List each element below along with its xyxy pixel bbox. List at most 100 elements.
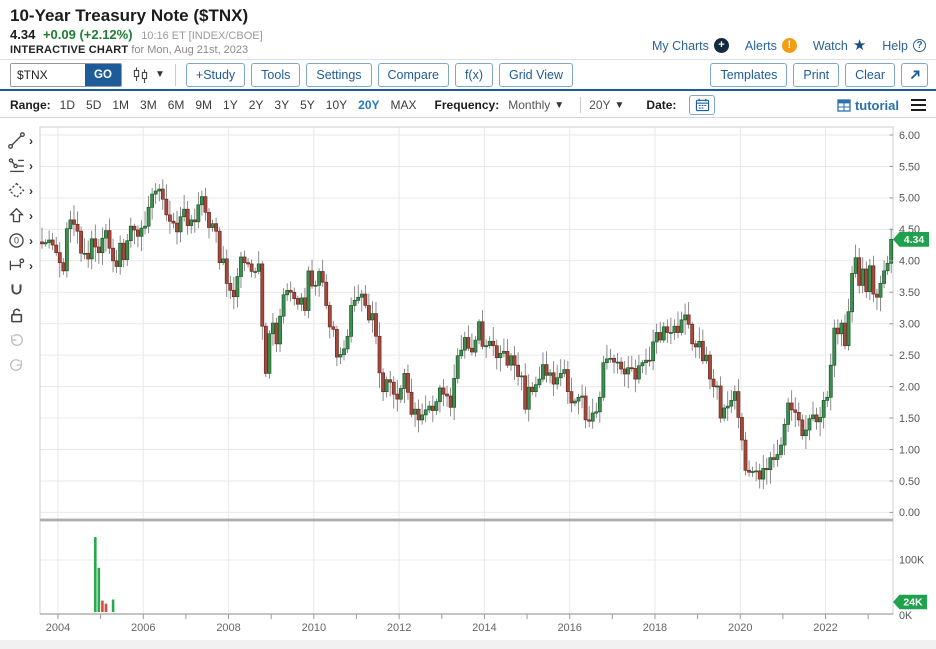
header-links: My Charts + Alerts! Watch ★ Help? <box>652 38 926 53</box>
chart-type-selector[interactable]: ▼ <box>131 66 165 84</box>
header: 10-Year Treasury Note ($TNX) 4.34 +0.09 … <box>0 0 936 60</box>
svg-text:4.34: 4.34 <box>904 234 925 246</box>
star-icon: ★ <box>852 37 867 54</box>
period-select[interactable]: 20Y ▼ <box>589 98 624 112</box>
tutorial-grid-icon <box>837 98 851 112</box>
symbol-input[interactable] <box>11 63 85 86</box>
clear-button[interactable]: Clear <box>845 62 895 87</box>
annotation-toolbar: › › › › 0 › › <box>0 128 38 378</box>
range-item-6m[interactable]: 6M <box>167 98 185 112</box>
svg-text:2016: 2016 <box>557 622 581 634</box>
tutorial-label: tutorial <box>854 97 899 113</box>
templates-button[interactable]: Templates <box>710 62 788 87</box>
range-item-3m[interactable]: 3M <box>140 98 157 112</box>
tool-magnet[interactable] <box>0 278 38 303</box>
f-x--button[interactable]: f(x) <box>454 62 494 87</box>
svg-text:1.00: 1.00 <box>899 444 920 456</box>
range-item-9m[interactable]: 9M <box>195 98 213 112</box>
svg-text:2010: 2010 <box>302 622 326 634</box>
range-item-1d[interactable]: 1D <box>59 98 76 112</box>
plus-circle-icon: + <box>713 38 729 53</box>
chart-canvas[interactable]: 2004 2006 2008 2010 2012 2014 2016 2018 2020 2022… <box>0 118 936 649</box>
svg-text:2014: 2014 <box>472 622 496 634</box>
settings-button[interactable]: Settings <box>306 62 372 87</box>
chevron-right-icon: › <box>29 208 33 223</box>
grid-view-button[interactable]: Grid View <box>499 62 573 87</box>
svg-text:3.50: 3.50 <box>899 287 920 299</box>
annotate-button[interactable] <box>901 62 928 87</box>
range-bar: Range: 1D 5D 1M 3M 6M 9M 1Y 2Y 3Y 5Y 10Y 20Y MAX Fre… <box>0 93 936 118</box>
alert-circle-icon: ! <box>781 38 797 53</box>
frequency-label: Frequency: <box>434 98 500 112</box>
svg-text:2020: 2020 <box>728 622 752 634</box>
chart-subtitle-label: INTERACTIVE CHART <box>10 44 129 56</box>
range-divider <box>580 97 582 113</box>
tool-circle-annotation[interactable]: 0 › <box>0 228 38 253</box>
tool-shapes[interactable]: › <box>0 178 38 203</box>
range-item-3y[interactable]: 3Y <box>274 98 290 112</box>
date-picker-button[interactable] <box>689 95 716 115</box>
symbol-group: GO <box>10 62 122 87</box>
magnet-icon <box>11 284 22 295</box>
header-link[interactable]: Alerts! <box>745 38 797 53</box>
go-button[interactable]: GO <box>85 63 121 86</box>
range-item-10y[interactable]: 10Y <box>325 98 348 112</box>
header-link-label: Watch <box>812 38 848 53</box>
chevron-down-icon: ▼ <box>155 69 165 80</box>
tool-fibonacci[interactable]: › <box>0 153 38 178</box>
range-item-5d[interactable]: 5D <box>86 98 102 112</box>
arrow-annotation-icon <box>8 207 25 223</box>
svg-text:2.00: 2.00 <box>899 381 920 393</box>
range-item-1y[interactable]: 1Y <box>223 98 238 112</box>
svg-text:2022: 2022 <box>813 622 837 634</box>
svg-text:2006: 2006 <box>131 622 155 634</box>
svg-text:6.00: 6.00 <box>899 130 920 142</box>
date-label: Date: <box>646 98 677 112</box>
svg-text:100K: 100K <box>899 555 925 567</box>
tool-redo[interactable] <box>0 353 38 378</box>
frequency-select[interactable]: Monthly ▼ <box>508 98 564 112</box>
header-link[interactable]: Watch ★ <box>813 38 866 53</box>
chevron-right-icon: › <box>29 258 33 273</box>
shapes-icon <box>8 182 25 199</box>
svg-text:1.50: 1.50 <box>899 413 920 425</box>
measure-icon <box>9 258 25 271</box>
tool-unlock[interactable] <box>0 303 38 328</box>
range-item-1m[interactable]: 1M <box>112 98 130 112</box>
price-change: +0.09 (+2.12%) <box>42 27 133 42</box>
redo-icon <box>10 359 22 371</box>
period-value: 20Y <box>589 98 611 112</box>
annotate-arrow-icon <box>910 70 919 79</box>
toolbar-right: Templates Print Clear <box>710 62 928 87</box>
print-button[interactable]: Print <box>793 62 840 87</box>
tool-trendline[interactable]: › <box>0 128 38 153</box>
range-item-20y[interactable]: 20Y <box>358 98 380 112</box>
tool-undo[interactable] <box>0 328 38 353</box>
tool-arrow-annotation[interactable]: › <box>0 203 38 228</box>
tools-button[interactable]: Tools <box>251 62 301 87</box>
tutorial-link[interactable]: tutorial <box>837 98 899 113</box>
header-link-label: Alerts <box>744 38 777 53</box>
range-label: Range: <box>10 98 51 112</box>
header-link-label: Help <box>882 38 908 53</box>
unlock-icon <box>11 308 23 323</box>
range-item-2y[interactable]: 2Y <box>248 98 264 112</box>
chevron-right-icon: › <box>29 133 33 148</box>
compare-button[interactable]: Compare <box>377 62 449 87</box>
svg-text:4.00: 4.00 <box>899 256 920 268</box>
menu-icon[interactable] <box>911 98 926 112</box>
-study-button[interactable]: +Study <box>185 62 246 87</box>
svg-text:0K: 0K <box>899 610 913 622</box>
header-link[interactable]: Help? <box>882 39 926 53</box>
quote-meta: 10:16 ET [INDEX/CBOE] <box>141 30 263 42</box>
range-item-5y[interactable]: 5Y <box>300 98 315 112</box>
circle-annotation-icon: 0 <box>9 233 24 248</box>
tool-measure[interactable]: › <box>0 253 38 278</box>
range-item-max[interactable]: MAX <box>390 98 417 112</box>
undo-icon <box>11 334 23 346</box>
toolbar-buttons: +Study Tools Settings Compare f(x) Grid View <box>185 62 579 87</box>
chevron-down-icon: ▼ <box>614 99 625 111</box>
toolbar-divider <box>174 63 176 86</box>
header-link[interactable]: My Charts + <box>652 38 729 53</box>
